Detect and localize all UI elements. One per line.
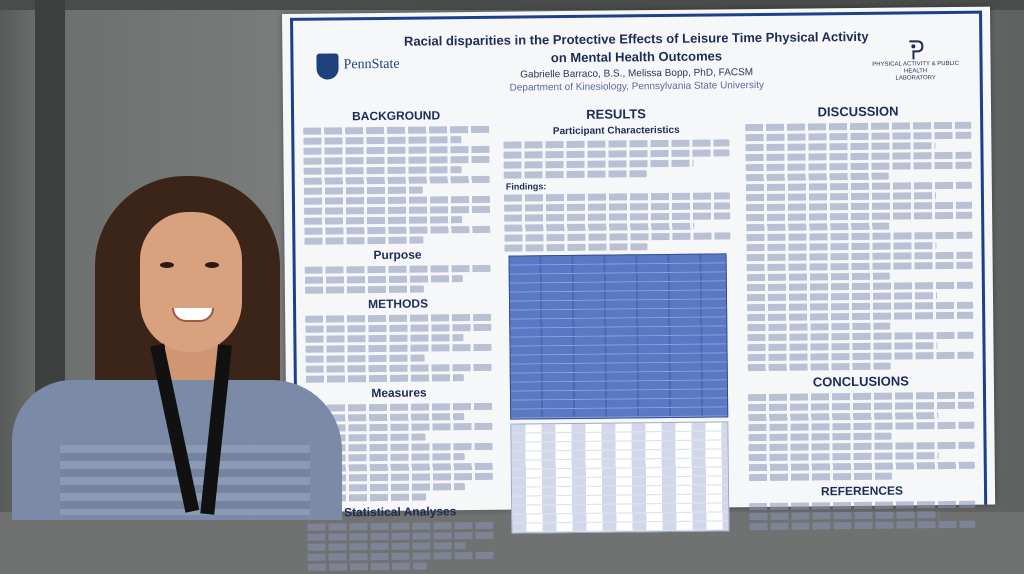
lab-logo-line-2: LABORATORY	[895, 75, 936, 82]
results-table-2	[510, 421, 730, 534]
lab-logo: PHYSICAL ACTIVITY & PUBLIC HEALTH LABORA…	[860, 39, 971, 90]
conclusions-heading: CONCLUSIONS	[812, 373, 909, 390]
background-heading: BACKGROUND	[352, 108, 441, 124]
presenter-face	[140, 212, 242, 352]
poster-board-frame-top	[0, 0, 1024, 10]
presenter-right-eye	[205, 262, 219, 268]
presenter-left-eye	[160, 262, 174, 268]
results-heading: RESULTS	[586, 106, 647, 122]
research-poster: PennState Racial disparities in the Prot…	[282, 6, 996, 571]
discussion-heading: DISCUSSION	[817, 103, 899, 120]
pennstate-shield-icon	[316, 53, 339, 80]
lab-mark-icon	[909, 40, 924, 60]
results-table-1	[508, 253, 729, 420]
poster-header: PennState Racial disparities in the Prot…	[294, 15, 979, 106]
middle-column: RESULTS Participant Characteristics Find…	[497, 101, 740, 537]
poster-department: Department of Kinesiology, Pennsylvania …	[509, 79, 765, 94]
references-heading: REFERENCES	[820, 483, 904, 499]
lab-logo-line-1: PHYSICAL ACTIVITY & PUBLIC HEALTH	[872, 60, 959, 75]
presenter-photo	[0, 170, 342, 520]
pennstate-logo-text: PennState	[343, 56, 400, 73]
right-column: DISCUSSION CONCLUSIONS REFERENCES	[739, 99, 982, 533]
findings-heading: Findings:	[505, 181, 547, 192]
poster-title: Racial disparities in the Protective Eff…	[394, 28, 878, 69]
participant-characteristics-heading: Participant Characteristics	[552, 124, 680, 138]
